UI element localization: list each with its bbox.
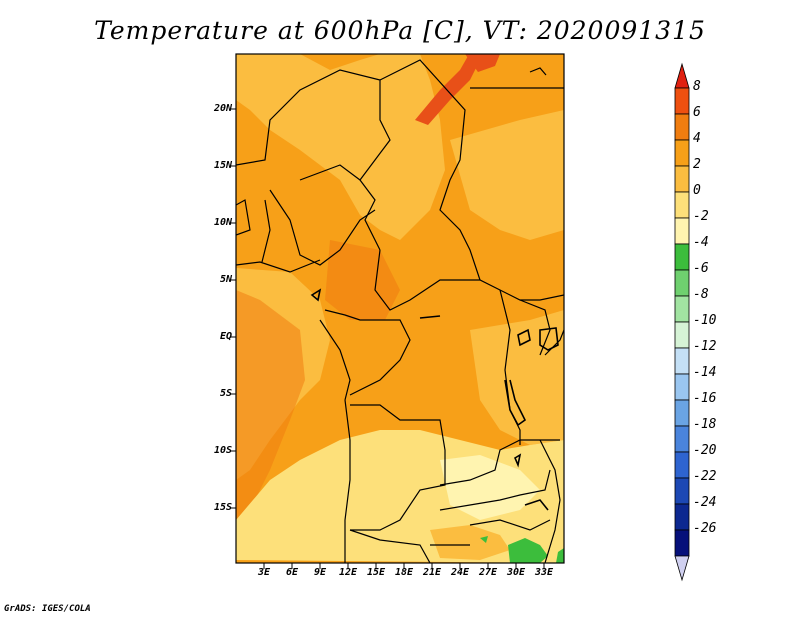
lon-label-12e: 12E: [338, 567, 358, 578]
lon-label-27e: 27E: [478, 567, 498, 578]
colorbar-label: -6: [693, 261, 709, 276]
colorbar-swatch: [674, 87, 690, 115]
axis-ticks: [230, 108, 545, 569]
field-m6-m4-edge: [556, 548, 564, 563]
colorbar-top-triangle: [674, 62, 690, 89]
lon-label-21e: 21E: [422, 567, 442, 578]
colorbar-label: -8: [693, 287, 709, 302]
colorbar-swatch: [674, 217, 690, 245]
lat-label-10n: 10N: [213, 217, 232, 228]
field-6-8-top: [465, 54, 500, 72]
colorbar-swatch: [674, 529, 690, 557]
field-m4-m2-patch: [440, 455, 540, 520]
field-0-2-east: [450, 110, 564, 240]
temperature-field: [236, 54, 564, 563]
colorbar-swatch: [674, 165, 690, 193]
colorbar-label: -4: [693, 235, 709, 250]
colorbar: [674, 62, 690, 582]
colorbar-label: -26: [693, 521, 717, 536]
lon-label-18e: 18E: [394, 567, 414, 578]
colorbar-swatch: [674, 295, 690, 323]
grads-credit: GrADS: IGES/COLA: [4, 604, 91, 614]
lat-label-15s: 15S: [213, 502, 232, 513]
field-4-6-coast: [236, 290, 305, 520]
field-4-6-central: [325, 240, 400, 320]
colorbar-swatch: [674, 503, 690, 531]
colorbar-label: -12: [693, 339, 717, 354]
colorbar-label: -22: [693, 469, 717, 484]
field-0-2-north: [236, 54, 445, 240]
colorbar-swatch: [674, 399, 690, 427]
colorbar-swatch: [674, 321, 690, 349]
lat-label-eq: EQ: [219, 331, 232, 342]
colorbar-swatch: [674, 347, 690, 375]
lon-label-15e: 15E: [366, 567, 386, 578]
lat-label-15n: 15N: [213, 160, 232, 171]
lon-label-30e: 30E: [506, 567, 526, 578]
colorbar-label: 2: [693, 157, 701, 172]
colorbar-label: 8: [693, 79, 701, 94]
colorbar-swatch: [674, 139, 690, 167]
colorbar-swatch: [674, 191, 690, 219]
colorbar-swatch: [674, 269, 690, 297]
colorbar-label: 4: [693, 131, 701, 146]
country-borders: [236, 59, 564, 563]
lakes: [310, 288, 559, 511]
colorbar-label: -10: [693, 313, 717, 328]
colorbar-swatch: [674, 451, 690, 479]
lat-label-20n: 20N: [213, 103, 232, 114]
lat-label-5n: 5N: [219, 274, 232, 285]
lon-label-3e: 3E: [257, 567, 271, 578]
colorbar-bottom-triangle: [674, 555, 690, 582]
field-m6-m4-patch: [508, 538, 548, 563]
field-0-2-south-patch: [430, 525, 510, 560]
colorbar-label: -2: [693, 209, 709, 224]
lon-label-9e: 9E: [313, 567, 327, 578]
colorbar-label: 6: [693, 105, 701, 120]
lon-label-6e: 6E: [285, 567, 299, 578]
colorbar-label: 0: [693, 183, 701, 198]
colorbar-label: -18: [693, 417, 717, 432]
field-m6-m4-speck: [480, 536, 488, 543]
lat-label-5s: 5S: [219, 388, 232, 399]
colorbar-swatch: [674, 477, 690, 505]
lat-label-10s: 10S: [213, 445, 232, 456]
lon-label-33e: 33E: [534, 567, 554, 578]
map-title: Temperature at 600hPa [C], VT: 202009131…: [94, 16, 706, 45]
colorbar-swatch: [674, 373, 690, 401]
colorbar-label: -24: [693, 495, 717, 510]
colorbar-label: -14: [693, 365, 717, 380]
map-frame: [235, 53, 565, 564]
colorbar-label: -20: [693, 443, 717, 458]
lon-label-24e: 24E: [450, 567, 470, 578]
colorbar-swatch: [674, 113, 690, 141]
colorbar-swatch: [674, 243, 690, 271]
colorbar-swatch: [674, 425, 690, 453]
colorbar-label: -16: [693, 391, 717, 406]
